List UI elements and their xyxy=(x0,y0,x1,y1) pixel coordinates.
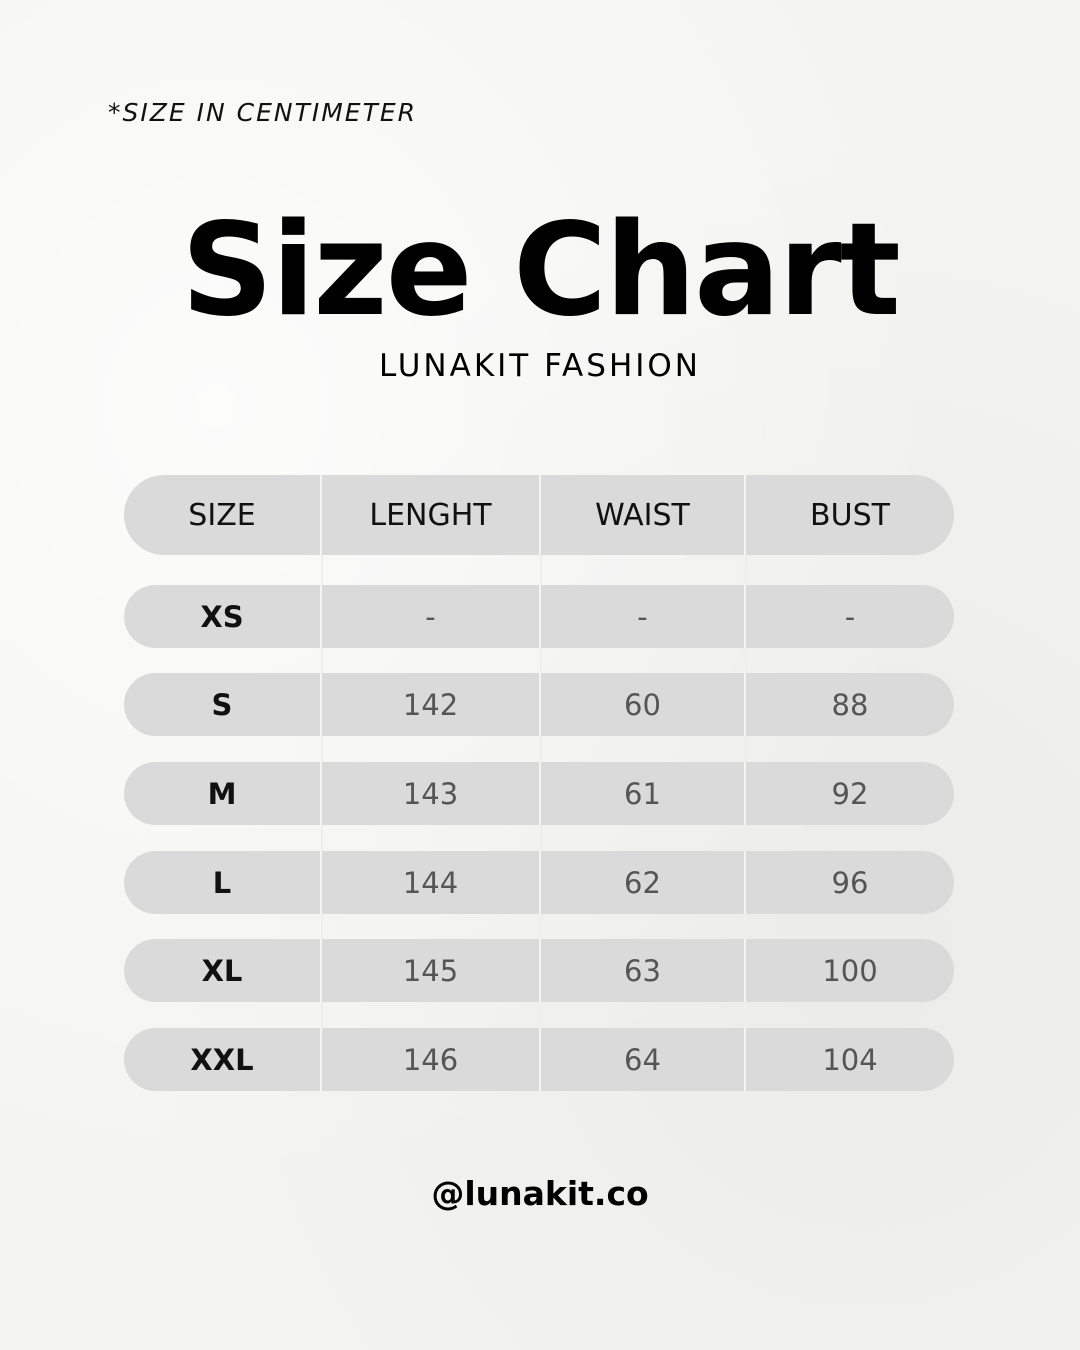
header-size: SIZE xyxy=(124,475,322,555)
cell-waist: 60 xyxy=(541,673,746,736)
header-bust: BUST xyxy=(810,497,890,533)
table-row: M 143 61 92 xyxy=(124,762,954,825)
cell-length: 144 xyxy=(322,851,541,914)
social-handle: @lunakit.co xyxy=(431,1174,649,1213)
brand-subtitle: LUNAKIT FASHION xyxy=(379,348,701,384)
page-title: Size Chart xyxy=(181,196,901,345)
cell-waist: 62 xyxy=(541,851,746,914)
cell-size: M xyxy=(124,762,322,825)
cell-size: S xyxy=(124,673,322,736)
cell-bust: 100 xyxy=(822,953,878,988)
cell-size: XS xyxy=(124,585,322,648)
cell-length: 143 xyxy=(322,762,541,825)
cell-waist: 64 xyxy=(541,1028,746,1091)
cell-bust: 104 xyxy=(822,1042,878,1077)
table-header-row: SIZE LENGHT WAIST BUST xyxy=(124,475,954,555)
cell-bust: - xyxy=(844,599,856,634)
cell-waist: 63 xyxy=(541,939,746,1002)
header-waist: WAIST xyxy=(541,475,746,555)
cell-size: L xyxy=(124,851,322,914)
cell-waist: 61 xyxy=(541,762,746,825)
table-row: XXL 146 64 104 xyxy=(124,1028,954,1091)
cell-waist: - xyxy=(541,585,746,648)
cell-length: 146 xyxy=(322,1028,541,1091)
cell-length: - xyxy=(322,585,541,648)
cell-length: 145 xyxy=(322,939,541,1002)
table-row: L 144 62 96 xyxy=(124,851,954,914)
cell-bust: 88 xyxy=(831,687,869,722)
unit-note: *SIZE IN CENTIMETER xyxy=(108,98,418,127)
cell-size: XL xyxy=(124,939,322,1002)
table-row: XL 145 63 100 xyxy=(124,939,954,1002)
cell-bust: 96 xyxy=(831,865,869,900)
cell-length: 142 xyxy=(322,673,541,736)
table-row: XS - - - xyxy=(124,585,954,648)
cell-bust: 92 xyxy=(831,776,869,811)
header-length: LENGHT xyxy=(322,475,541,555)
table-row: S 142 60 88 xyxy=(124,673,954,736)
cell-size: XXL xyxy=(124,1028,322,1091)
